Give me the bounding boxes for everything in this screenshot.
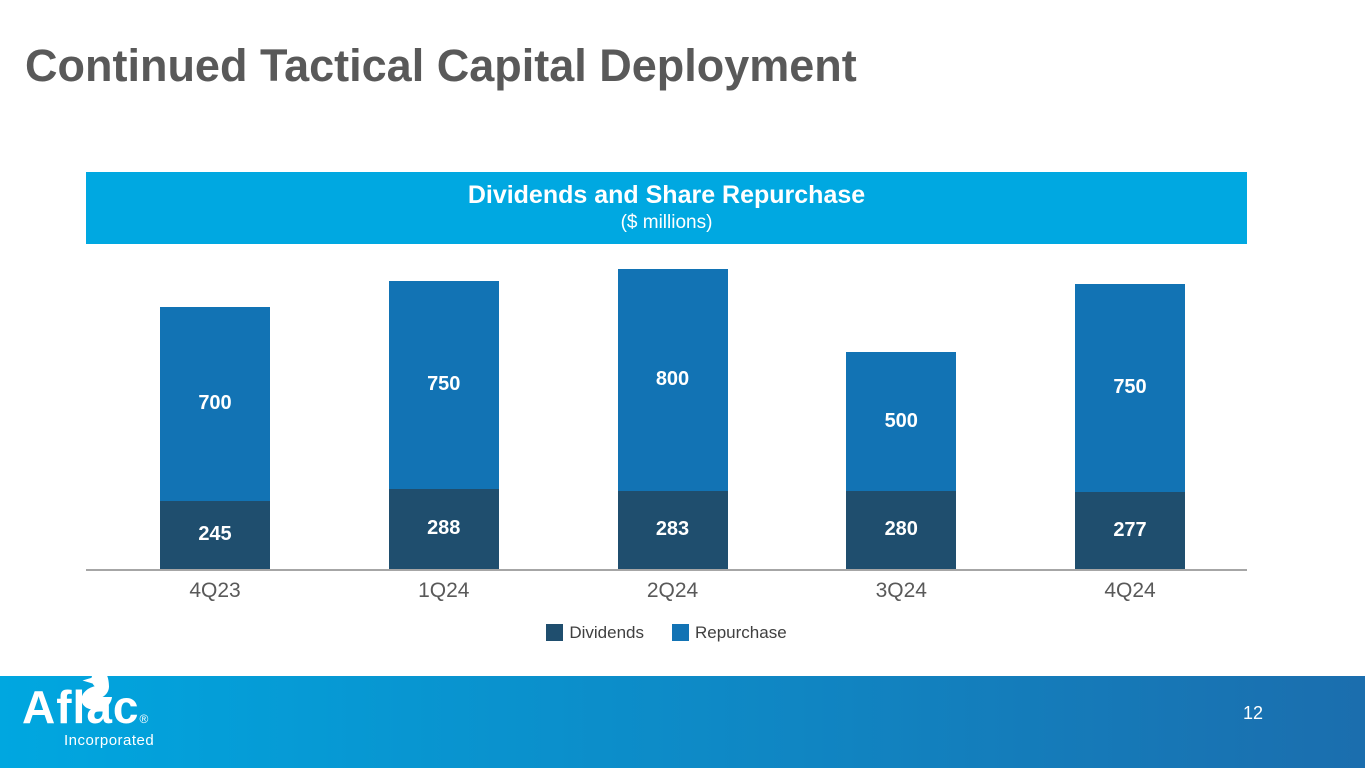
bar-2q24: 800 283: [617, 268, 728, 569]
segment-dividends: 277: [1075, 491, 1185, 569]
logo-text: Aflac: [22, 681, 140, 733]
bar-4q23: 700 245: [160, 306, 270, 569]
segment-dividends: 283: [617, 490, 728, 569]
bar-1q24: 750 288: [388, 280, 499, 569]
value-label: 500: [884, 409, 918, 432]
chart-subtitle: ($ millions): [620, 211, 713, 233]
chart-plot: 700 245 750 288 800 283 500 280 750 277: [86, 266, 1247, 571]
footer-bar: Aflac® Incorporated 12: [0, 670, 1365, 768]
category-label: 2Q24: [646, 578, 699, 602]
segment-dividends: 288: [388, 488, 499, 569]
category-label: 4Q24: [1104, 578, 1156, 602]
segment-repurchase: 700: [160, 306, 270, 501]
value-label: 245: [198, 523, 232, 546]
legend-label: Dividends: [569, 622, 644, 642]
logo-registered-mark: ®: [139, 712, 149, 726]
value-label: 700: [198, 392, 232, 415]
chart-title-band: Dividends and Share Repurchase ($ millio…: [86, 171, 1247, 244]
segment-repurchase: 750: [388, 280, 499, 489]
value-label: 750: [427, 373, 461, 396]
bar-4q24: 750 277: [1075, 283, 1185, 569]
value-label: 277: [1113, 518, 1147, 541]
slide-title: Continued Tactical Capital Deployment: [25, 40, 857, 91]
category-label: 4Q23: [189, 578, 241, 602]
value-label: 288: [427, 517, 461, 540]
legend-swatch: [546, 624, 564, 642]
segment-repurchase: 500: [846, 351, 957, 491]
segment-repurchase: 800: [617, 268, 728, 491]
value-label: 280: [884, 518, 918, 541]
bar-3q24: 500 280: [846, 351, 957, 569]
legend-swatch: [671, 624, 689, 642]
logo-line: Aflac®: [22, 670, 154, 733]
segment-repurchase: 750: [1075, 283, 1185, 492]
value-label: 283: [655, 518, 690, 541]
logo-subtext: Incorporated: [64, 732, 155, 749]
category-label: 3Q24: [875, 578, 927, 602]
legend-label: Repurchase: [694, 622, 787, 642]
legend-item-dividends: Dividends: [546, 623, 644, 643]
legend-item-repurchase: Repurchase: [671, 622, 787, 643]
category-label: 1Q24: [418, 578, 470, 602]
chart-title: Dividends and Share Repurchase: [467, 180, 866, 209]
value-label: 750: [1113, 376, 1147, 399]
chart-area: Dividends and Share Repurchase ($ millio…: [86, 171, 1247, 643]
category-row: 4Q23 1Q24 2Q24 3Q24 4Q24: [86, 571, 1247, 603]
chart-legend: Dividends Repurchase: [86, 623, 1247, 643]
page-number: 12: [1242, 703, 1263, 723]
value-label: 800: [655, 368, 690, 391]
segment-dividends: 280: [846, 490, 957, 569]
segment-dividends: 245: [160, 500, 270, 569]
aflac-logo: Aflac® Incorporated: [22, 670, 155, 749]
